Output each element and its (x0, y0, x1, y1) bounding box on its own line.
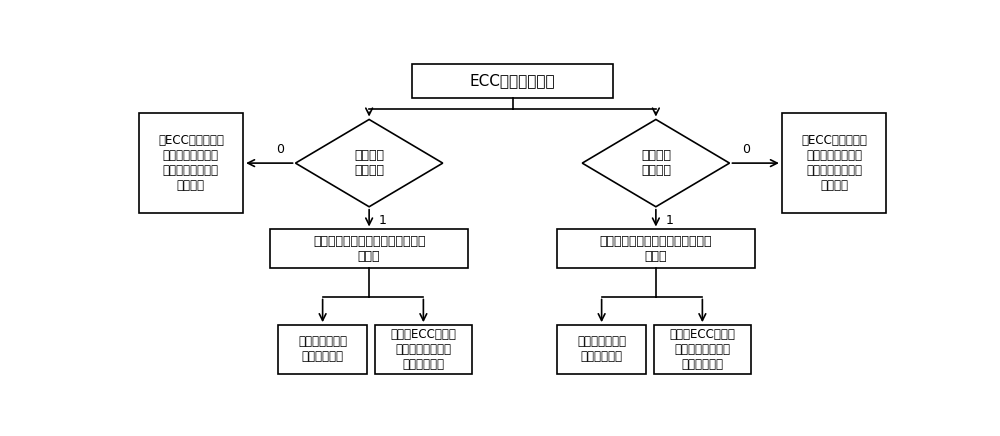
Text: 发送给ECC编码模
块，校正替换错误
模型参数数据: 发送给ECC编码模 块，校正替换错误 模型参数数据 (669, 328, 735, 371)
FancyBboxPatch shape (557, 229, 755, 268)
Text: 发送给可配置神
经元计算单元: 发送给可配置神 经元计算单元 (577, 335, 626, 364)
FancyBboxPatch shape (557, 325, 646, 374)
Text: 0: 0 (276, 143, 284, 156)
Polygon shape (296, 119, 443, 207)
FancyBboxPatch shape (278, 325, 367, 374)
Polygon shape (582, 119, 730, 207)
Text: 0: 0 (743, 143, 751, 156)
Text: ECC解码模块输出: ECC解码模块输出 (470, 73, 555, 89)
Text: 模型参数
错误标识: 模型参数 错误标识 (641, 149, 671, 177)
FancyBboxPatch shape (782, 113, 886, 214)
FancyBboxPatch shape (412, 64, 613, 98)
Text: 发送给ECC编码模
块，校正替换错误
配置信息数据: 发送给ECC编码模 块，校正替换错误 配置信息数据 (390, 328, 456, 371)
FancyBboxPatch shape (139, 113, 243, 214)
Text: 从影子存储器中取出正确的模型参
数数据: 从影子存储器中取出正确的模型参 数数据 (600, 235, 712, 263)
FancyBboxPatch shape (654, 325, 751, 374)
Text: 将ECC解码模块输
出的模型参数数据
发给可配置神经元
计算单元: 将ECC解码模块输 出的模型参数数据 发给可配置神经元 计算单元 (801, 134, 867, 192)
Text: 1: 1 (379, 214, 387, 227)
Text: 将ECC解码模块输
出的配置信息数据
发给可配置神经元
计算单元: 将ECC解码模块输 出的配置信息数据 发给可配置神经元 计算单元 (158, 134, 224, 192)
Text: 1: 1 (666, 214, 674, 227)
Text: 配置信息
错误标识: 配置信息 错误标识 (354, 149, 384, 177)
Text: 从影子存储器中取出正确的配置信
息数据: 从影子存储器中取出正确的配置信 息数据 (313, 235, 425, 263)
Text: 发送给可配置神
经元计算单元: 发送给可配置神 经元计算单元 (298, 335, 347, 364)
FancyBboxPatch shape (270, 229, 468, 268)
FancyBboxPatch shape (375, 325, 472, 374)
